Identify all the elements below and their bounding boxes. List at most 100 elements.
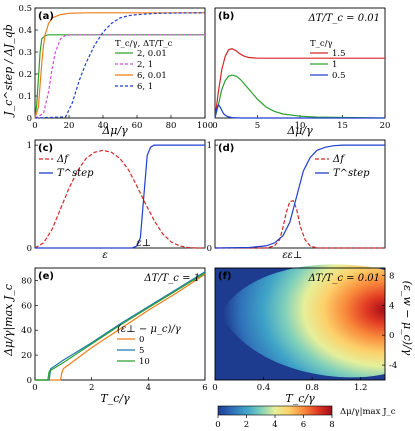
x-tick-label: 0.4 (257, 383, 271, 393)
series-line (35, 272, 206, 381)
y-tick-label: 8 (389, 271, 394, 281)
colorbar-tick-label: 2 (244, 420, 249, 430)
y-tick-label: 0 (389, 331, 394, 341)
x-tick-label: 100 (197, 121, 213, 131)
panel-label: (c) (38, 143, 53, 154)
y-tick-label: 0.5 (18, 4, 32, 14)
x-tick-label: 5 (255, 121, 260, 131)
panel-label: (d) (218, 143, 234, 154)
x-tick-label: 20 (380, 121, 391, 131)
legend-entry: 1.5 (332, 49, 346, 59)
panel-label: (e) (38, 271, 54, 282)
series-line (35, 144, 205, 249)
y-axis-label-f: (ε_w − μ_c)/γ (401, 281, 414, 356)
x-tick-label: 80 (166, 121, 177, 131)
series-line (214, 144, 385, 249)
y-tick-label: 1 (27, 141, 32, 151)
legend-entry: 0.5 (332, 71, 346, 81)
legend-entry: 6, 1 (137, 82, 153, 92)
y-axis-label-e: Δμ/γ|max J_c (2, 284, 16, 357)
x-tick-label: 60 (132, 121, 143, 131)
y-tick-label: 1 (207, 141, 212, 151)
legend-entry: 5 (139, 346, 144, 356)
panel-annotation: ΔT/T_c = 0.01 (307, 13, 380, 24)
x-tick-label: 40 (98, 121, 109, 131)
x-tick-label: 0 (32, 121, 37, 131)
y-tick-label: 20 (21, 351, 32, 361)
x-tick-label: 0 (212, 383, 217, 393)
series-line (34, 34, 205, 119)
y-tick-label: 0.4 (18, 26, 32, 36)
y-tick-label: 0 (27, 244, 32, 254)
colorbar-tick-label: 0 (215, 420, 220, 430)
legend-entry: 2, 0.01 (137, 49, 167, 59)
x-tick-label: 0 (212, 121, 217, 131)
panel-label: (f) (218, 271, 232, 282)
y-tick-label: 0 (207, 244, 212, 254)
x-tick-label: 0 (32, 383, 37, 393)
x-tick-label: 0.8 (305, 383, 319, 393)
legend-title: T_c/γ (310, 39, 333, 49)
legend-entry: 10 (139, 357, 150, 367)
legend-entry: 0 (139, 335, 144, 345)
plot-frame (214, 7, 386, 119)
panel-f: 0 0.4 0.8 1.2 -4 0 4 8 (f) ΔT/T_c = 0.01 (212, 264, 397, 393)
series-line (34, 12, 206, 119)
x-axis-label-b: Δμ/γ (286, 124, 313, 137)
panel-a: 0 20 40 60 80 100 0 0.1 0.2 0.3 0.4 0.5 (a) T_c/γ, ΔT… (18, 4, 213, 131)
x-tick-label: 20 (64, 121, 75, 131)
plot-frame (214, 139, 386, 249)
x-tick-label: 10 (295, 121, 306, 131)
panel-label: (b) (218, 11, 234, 22)
x-axis-label: ε (282, 250, 287, 261)
y-tick-label: 0 (27, 114, 32, 124)
colorbar-label: Δμ/γ|max J_c (340, 407, 396, 417)
legend-entry: 1 (332, 60, 337, 70)
x-axis-label-a: Δμ/γ (101, 124, 128, 137)
y-tick-label: -4 (389, 361, 397, 371)
panel-label: (a) (38, 11, 54, 22)
series-line (215, 199, 385, 249)
x-tick-label: 15 (337, 121, 348, 131)
legend-entry: T^step (57, 168, 94, 179)
panel-annotation: ΔT/T_c = 1 (143, 273, 200, 284)
legend-title: T_c/γ, ΔT/T_c (115, 39, 173, 49)
series-line (214, 74, 386, 119)
panel-d: 0 1 (d) ε ε⊥ Δf T^step (207, 139, 386, 261)
series-line (35, 273, 206, 381)
series-line (34, 149, 205, 249)
plot-frame (34, 267, 206, 381)
y-tick-label: 60 (21, 301, 32, 311)
colorbar-tick-label: 6 (301, 420, 306, 430)
series-line (214, 103, 385, 119)
series-line (35, 271, 206, 381)
x-axis-label-e: T_c/γ (100, 392, 130, 405)
x-tick-label: 2 (89, 383, 94, 393)
y-tick-label: 0.3 (18, 48, 32, 58)
x-marker-label: ε⊥ (288, 250, 303, 261)
y-tick-label: 4 (389, 301, 394, 311)
plot-frame (214, 267, 386, 381)
x-tick-label: 1.2 (354, 383, 368, 393)
panel-b: 0 5 10 15 20 (b) ΔT/T_c = 0.01 T_c/γ1.510.5 (212, 7, 391, 131)
colorbar-ticks: 0 2 4 6 8 (215, 415, 335, 430)
panel-annotation: ΔT/T_c = 0.01 (307, 273, 380, 284)
legend-entry: 2, 1 (137, 60, 153, 70)
y-axis-label-ab: J_c^step / ΔJ_qb (2, 24, 15, 118)
series-line (214, 48, 385, 119)
legend-entry: 6, 0.01 (137, 71, 167, 81)
x-tick-label: 4 (146, 383, 151, 393)
legend-entry: Δf (56, 154, 70, 165)
x-tick-label: 6 (202, 383, 207, 393)
heatmap-region (223, 264, 385, 378)
series-line (34, 34, 205, 119)
legend-entry: T^step (333, 168, 370, 179)
y-tick-label: 0 (27, 376, 32, 386)
series-line (34, 12, 205, 119)
y-tick-label: 0.1 (18, 92, 32, 102)
panel-c: 0 1 (c) ε ε⊥ Δf T^step (27, 139, 206, 261)
colorbar-tick-label: 4 (272, 420, 277, 430)
y-tick-label: 40 (21, 326, 32, 336)
